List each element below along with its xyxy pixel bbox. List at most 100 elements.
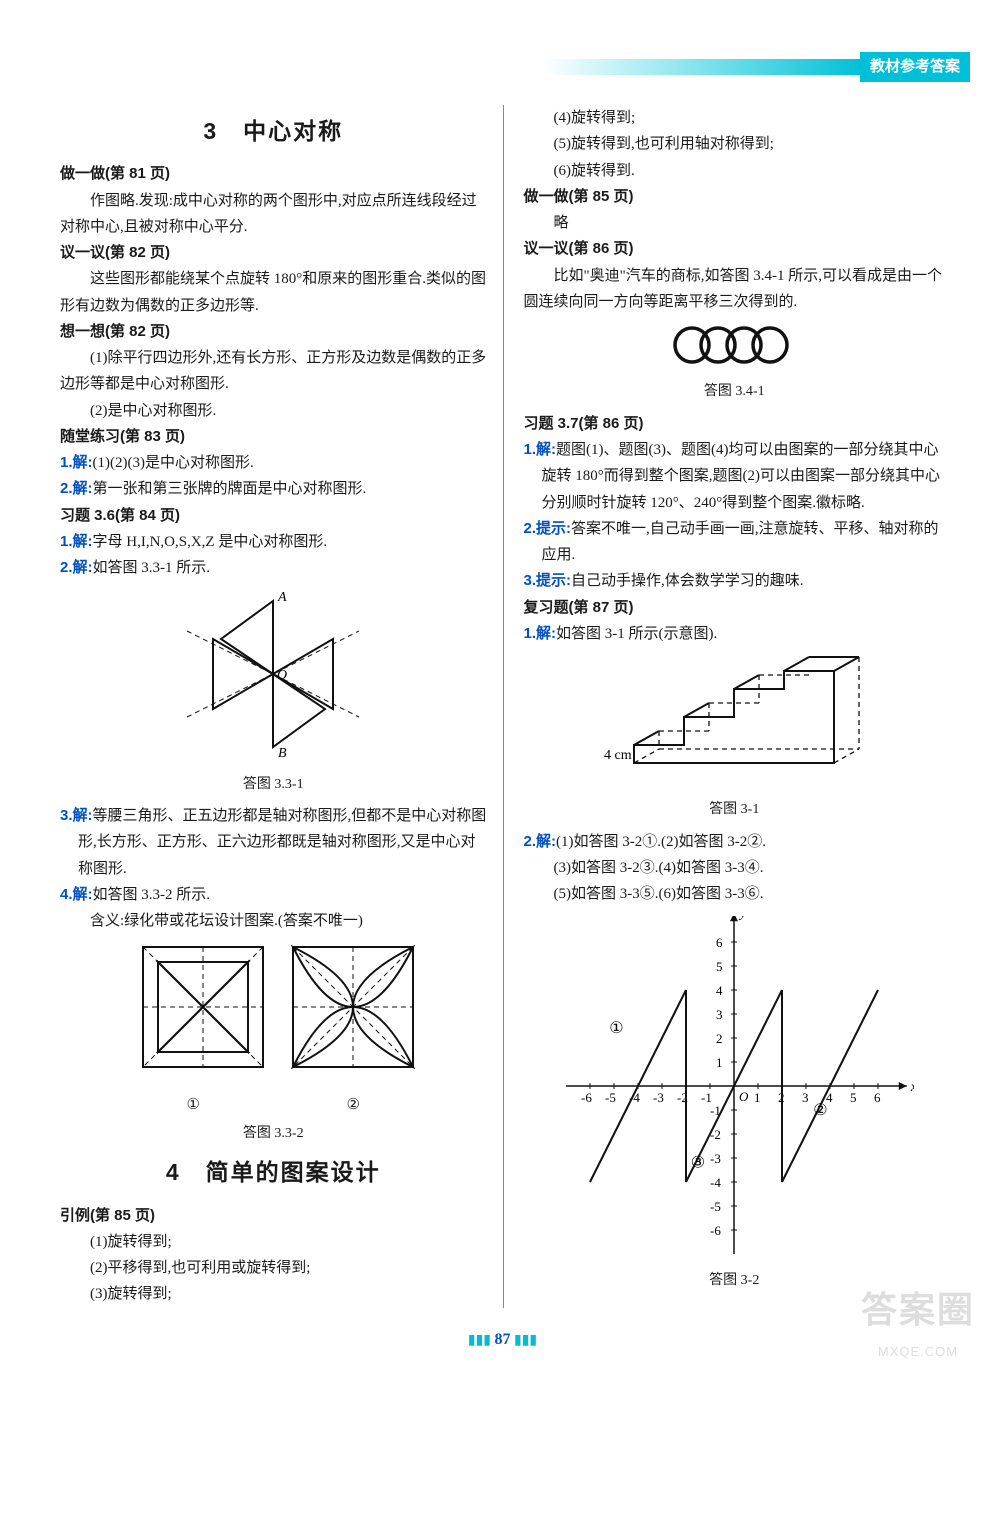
suitang-1-text: (1)(2)(3)是中心对称图形. (93, 455, 254, 471)
watermark-big: 答案圈 (861, 1278, 975, 1341)
fuxi-1-text: 如答图 3-1 所示(示意图). (556, 626, 717, 642)
fig332-label-1: ① (187, 1092, 200, 1118)
suitang-2-label: 2.解: (60, 480, 93, 497)
yinli-4: (4)旋转得到; (524, 105, 946, 131)
xiti36-1: 1.解:字母 H,I,N,O,S,X,Z 是中心对称图形. (60, 529, 487, 555)
svg-text:-3: -3 (710, 1151, 721, 1166)
xiti-37-heading: 习题 3.7(第 86 页) (524, 411, 946, 437)
watermark-small: MXQE.COM (861, 1341, 975, 1364)
header-banner: 教材参考答案 (542, 55, 970, 79)
svg-text:1: 1 (754, 1090, 761, 1105)
fuxi-2-line3: (5)如答图 3-3⑤.(6)如答图 3-3⑥. (524, 881, 946, 907)
figure-3-4-1-caption: 答图 3.4-1 (524, 380, 946, 405)
suitang-1-label: 1.解: (60, 454, 93, 471)
right-column: (4)旋转得到; (5)旋转得到,也可利用轴对称得到; (6)旋转得到. 做一做… (503, 105, 946, 1308)
suitang-2-text: 第一张和第三张牌的牌面是中心对称图形. (93, 481, 367, 497)
xiti-36-heading: 习题 3.6(第 84 页) (60, 503, 487, 529)
zuoyizuo-85-heading: 做一做(第 85 页) (524, 184, 946, 210)
yinli-85-heading: 引例(第 85 页) (60, 1203, 487, 1229)
suitang-83-heading: 随堂练习(第 83 页) (60, 424, 487, 450)
fuxi-1-label: 1.解: (524, 625, 557, 642)
watermark: 答案圈 MXQE.COM (861, 1278, 975, 1364)
fuxi-2-label: 2.解: (524, 833, 557, 850)
xiti36-3: 3.解:等腰三角形、正五边形都是轴对称图形,但都不是中心对称图形,长方形、正方形… (60, 803, 487, 882)
xiti36-2: 2.解:如答图 3.3-1 所示. (60, 555, 487, 581)
zuoyizuo-81-heading: 做一做(第 81 页) (60, 161, 487, 187)
xiti36-4-note: 含义:绿化带或花坛设计图案.(答案不唯一) (60, 908, 487, 934)
yinli-1: (1)旋转得到; (60, 1229, 487, 1255)
svg-text:-3: -3 (653, 1090, 664, 1105)
xiti36-3-label: 3.解: (60, 807, 93, 824)
svg-text:5: 5 (716, 959, 723, 974)
svg-text:5: 5 (850, 1090, 857, 1105)
suitang-1: 1.解:(1)(2)(3)是中心对称图形. (60, 450, 487, 476)
yiyiyi-86-text: 比如"奥迪"汽车的商标,如答图 3.4-1 所示,可以看成是由一个圆连续向同一方… (524, 263, 946, 316)
figure-3-1: 4 cm (524, 655, 946, 794)
svg-text:1: 1 (716, 1055, 723, 1070)
xiti36-4-label: 4.解: (60, 886, 93, 903)
figure-3-3-2-caption: 答图 3.3-2 (60, 1122, 487, 1147)
suitang-2: 2.解:第一张和第三张牌的牌面是中心对称图形. (60, 476, 487, 502)
xiti36-3-text: 等腰三角形、正五边形都是轴对称图形,但都不是中心对称图形,长方形、正方形、正六边… (78, 808, 486, 877)
svg-text:O: O (277, 668, 287, 683)
figure-3-4-1-audi (524, 323, 946, 376)
xiti37-3-text: 自己动手操作,体会数学学习的趣味. (571, 573, 804, 589)
xiti37-1-text: 题图(1)、题图(3)、题图(4)均可以由图案的一部分绕其中心旋转 180°而得… (542, 442, 941, 511)
figure-3-3-1-caption: 答图 3.3-1 (60, 773, 487, 798)
svg-text:A: A (277, 590, 287, 605)
xiti37-2-text: 答案不唯一,自己动手画一画,注意旋转、平移、轴对称的应用. (542, 521, 939, 563)
fig31-dim-label: 4 cm (604, 748, 632, 763)
xiti36-1-text: 字母 H,I,N,O,S,X,Z 是中心对称图形. (93, 534, 328, 550)
svg-text:-6: -6 (710, 1223, 721, 1238)
section-4-title: 4 简单的图案设计 (60, 1152, 487, 1192)
svg-text:①: ① (609, 1020, 623, 1037)
xiangyixiang-82-p1: (1)除平行四边形外,还有长方形、正方形及边数是偶数的正多边形等都是中心对称图形… (60, 345, 487, 398)
xiti37-1-label: 1.解: (524, 441, 557, 458)
banner-gradient (542, 59, 862, 75)
yiyiyi-82-heading: 议一议(第 82 页) (60, 240, 487, 266)
fuxiti-87-heading: 复习题(第 87 页) (524, 595, 946, 621)
svg-text:B: B (278, 746, 287, 759)
xiti37-2: 2.提示:答案不唯一,自己动手画一画,注意旋转、平移、轴对称的应用. (524, 516, 946, 569)
xiti36-2-text: 如答图 3.3-1 所示. (93, 560, 211, 576)
svg-text:y: y (738, 916, 747, 921)
xiangyixiang-82-heading: 想一想(第 82 页) (60, 319, 487, 345)
xiti37-3: 3.提示:自己动手操作,体会数学学习的趣味. (524, 568, 946, 594)
zuoyizuo-85-text: 略 (524, 210, 946, 236)
page-footer: ▮▮▮ 87 ▮▮▮ (60, 1326, 945, 1354)
fuxi-2-line1: (1)如答图 3-2①.(2)如答图 3-2②. (556, 834, 766, 850)
svg-text:3: 3 (716, 1007, 723, 1022)
yiyiyi-82-text: 这些图形都能绕某个点旋转 180°和原来的图形重合.类似的图形有边数为偶数的正多… (60, 266, 487, 319)
yiyiyi-86-heading: 议一议(第 86 页) (524, 236, 946, 262)
xiti37-1: 1.解:题图(1)、题图(3)、题图(4)均可以由图案的一部分绕其中心旋转 18… (524, 437, 946, 516)
figure-3-2-graph: 1-11-12-22-23-33-34-44-45-55-56-66-6Oxy①… (524, 916, 946, 1265)
fuxi-2: 2.解:(1)如答图 3-2①.(2)如答图 3-2②. (524, 829, 946, 855)
xiti36-2-label: 2.解: (60, 559, 93, 576)
svg-text:3: 3 (802, 1090, 809, 1105)
figure-3-1-caption: 答图 3-1 (524, 798, 946, 823)
xiti36-4: 4.解:如答图 3.3-2 所示. (60, 882, 487, 908)
svg-text:2: 2 (716, 1031, 723, 1046)
svg-text:②: ② (813, 1101, 827, 1118)
svg-text:O: O (739, 1089, 749, 1104)
section-3-title: 3 中心对称 (60, 111, 487, 151)
banner-label: 教材参考答案 (860, 52, 970, 82)
zuoyizuo-81-text: 作图略.发现:成中心对称的两个图形中,对应点所连线段经过对称中心,且被对称中心平… (60, 188, 487, 241)
xiti36-4-text: 如答图 3.3-2 所示. (93, 887, 211, 903)
svg-text:4: 4 (716, 983, 723, 998)
page-number: 87 (495, 1331, 511, 1348)
fuxi-1: 1.解:如答图 3-1 所示(示意图). (524, 621, 946, 647)
yinli-3: (3)旋转得到; (60, 1281, 487, 1307)
xiti37-3-label: 3.提示: (524, 572, 572, 589)
left-column: 3 中心对称 做一做(第 81 页) 作图略.发现:成中心对称的两个图形中,对应… (60, 105, 503, 1308)
svg-text:-4: -4 (710, 1175, 721, 1190)
fuxi-2-line2: (3)如答图 3-2③.(4)如答图 3-3④. (524, 855, 946, 881)
xiangyixiang-82-p2: (2)是中心对称图形. (60, 398, 487, 424)
svg-text:-5: -5 (605, 1090, 616, 1105)
svg-text:-6: -6 (581, 1090, 592, 1105)
fig332-label-2: ② (347, 1092, 360, 1118)
yinli-6: (6)旋转得到. (524, 158, 946, 184)
svg-text:6: 6 (874, 1090, 881, 1105)
svg-text:-5: -5 (710, 1199, 721, 1214)
yinli-5: (5)旋转得到,也可利用轴对称得到; (524, 131, 946, 157)
